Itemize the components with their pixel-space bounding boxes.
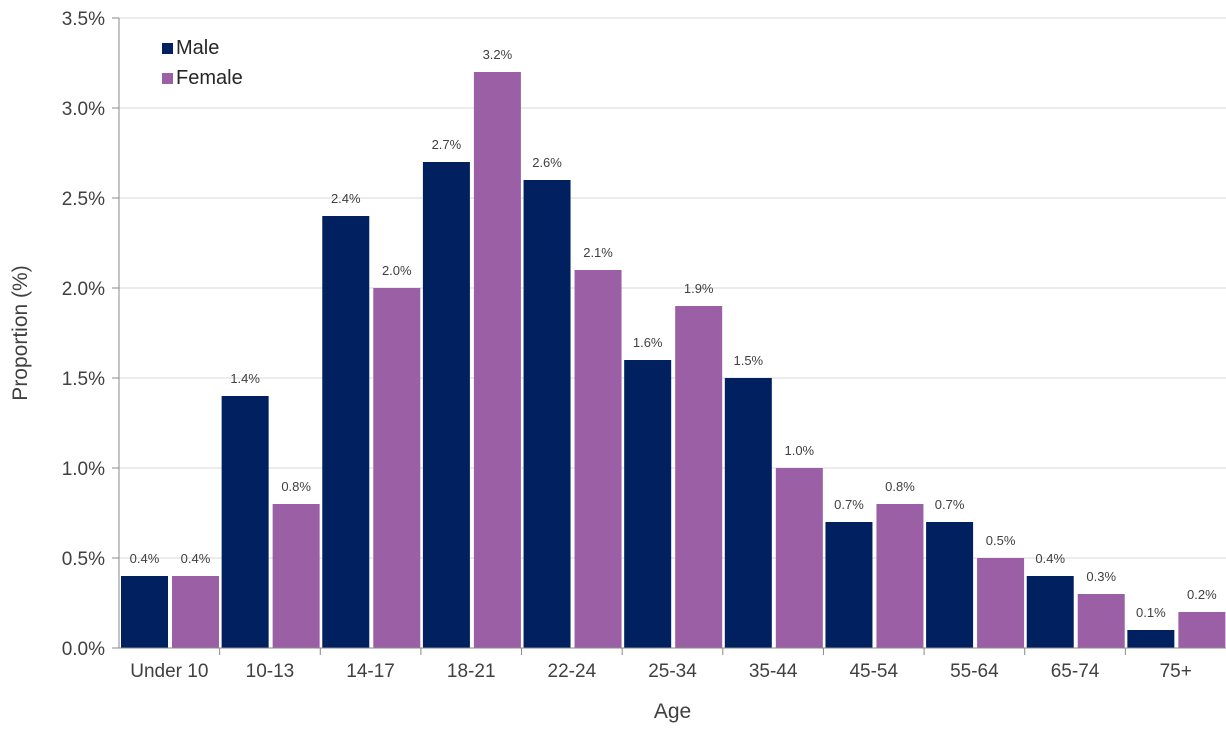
x-tick-label: 22-24	[548, 661, 597, 682]
bar-female-4	[574, 270, 622, 648]
x-tick-label: 10-13	[246, 661, 295, 682]
bar-female-9	[1077, 594, 1125, 648]
data-label: 0.8%	[885, 479, 915, 494]
x-tick-label: 18-21	[447, 661, 496, 682]
data-label: 1.9%	[684, 281, 714, 296]
data-label: 2.0%	[382, 263, 412, 278]
x-tick-label: 14-17	[346, 661, 395, 682]
data-label: 1.5%	[733, 353, 763, 368]
x-tick-label: 45-54	[849, 661, 898, 682]
bar-male-5	[624, 360, 672, 648]
bar-female-1	[272, 504, 320, 648]
bar-female-7	[876, 504, 924, 648]
data-label: 0.2%	[1187, 587, 1217, 602]
x-tick-label: 75+	[1160, 661, 1192, 682]
data-label: 0.4%	[130, 551, 160, 566]
bar-male-4	[523, 180, 571, 648]
data-label: 0.4%	[1035, 551, 1065, 566]
bar-male-9	[1026, 576, 1074, 648]
data-label: 0.4%	[181, 551, 211, 566]
data-label: 1.0%	[784, 443, 814, 458]
y-tick-label: 3.5%	[62, 9, 105, 30]
data-label: 2.1%	[583, 245, 613, 260]
bar-male-1	[221, 396, 269, 648]
bar-male-6	[724, 378, 772, 648]
data-label: 0.8%	[281, 479, 311, 494]
bar-male-7	[825, 522, 873, 648]
y-tick-label: 1.0%	[62, 459, 105, 480]
y-tick-label: 0.0%	[62, 639, 105, 660]
bar-female-3	[473, 72, 521, 648]
data-label: 0.7%	[935, 497, 965, 512]
x-tick-label: 65-74	[1051, 661, 1100, 682]
legend-label-female: Female	[176, 67, 243, 89]
data-labels: 0.4% 0.4% 1.4% 0.8% 2.4% 2.0% 2.7% 3.2% 2.6% 2.1%…	[130, 47, 1217, 620]
gridlines	[119, 17, 1226, 559]
x-axis-title: Age	[654, 700, 691, 723]
data-label: 0.1%	[1136, 605, 1166, 620]
data-label: 0.5%	[986, 533, 1016, 548]
y-tick-label: 3.0%	[62, 99, 105, 120]
y-tick-label: 1.5%	[62, 369, 105, 390]
bar-female-2	[373, 288, 421, 648]
data-label: 2.6%	[532, 155, 562, 170]
bars	[121, 72, 1226, 648]
data-label: 2.4%	[331, 191, 361, 206]
x-tick-label: Under 10	[130, 661, 208, 682]
data-label: 1.6%	[633, 335, 663, 350]
data-label: 0.3%	[1086, 569, 1116, 584]
x-tick-label: 25-34	[648, 661, 697, 682]
y-tick-label: 2.5%	[62, 189, 105, 210]
bar-male-0	[121, 576, 168, 648]
data-label: 0.7%	[834, 497, 864, 512]
data-label: 3.2%	[483, 47, 513, 62]
bar-male-2	[322, 216, 370, 648]
legend-swatch-female	[162, 73, 173, 84]
legend-label-male: Male	[176, 37, 219, 59]
legend-swatch-male	[162, 43, 173, 54]
bar-female-6	[775, 468, 823, 648]
data-label: 1.4%	[230, 371, 260, 386]
bar-male-8	[926, 522, 974, 648]
bar-male-3	[422, 162, 470, 648]
y-tick-label: 2.0%	[62, 279, 105, 300]
bar-male-10	[1127, 630, 1175, 648]
x-tick-label: 35-44	[749, 661, 798, 682]
x-axis-ticks: Under 10 10-13 14-17 18-21 22-24 25-34 35-44 45…	[130, 648, 1192, 682]
bar-female-0	[172, 576, 219, 648]
y-tick-label: 0.5%	[62, 549, 105, 570]
y-axis-ticks: 0.0% 0.5% 1.0% 1.5% 2.0% 2.5% 3.0% 3.5%	[62, 9, 119, 660]
data-label: 2.7%	[432, 137, 462, 152]
y-axis-title: Proportion (%)	[9, 265, 32, 400]
bar-female-10	[1178, 612, 1226, 648]
legend: Male Female	[162, 37, 243, 89]
bar-female-8	[977, 558, 1025, 648]
bar-female-5	[675, 306, 723, 648]
x-tick-label: 55-64	[950, 661, 999, 682]
